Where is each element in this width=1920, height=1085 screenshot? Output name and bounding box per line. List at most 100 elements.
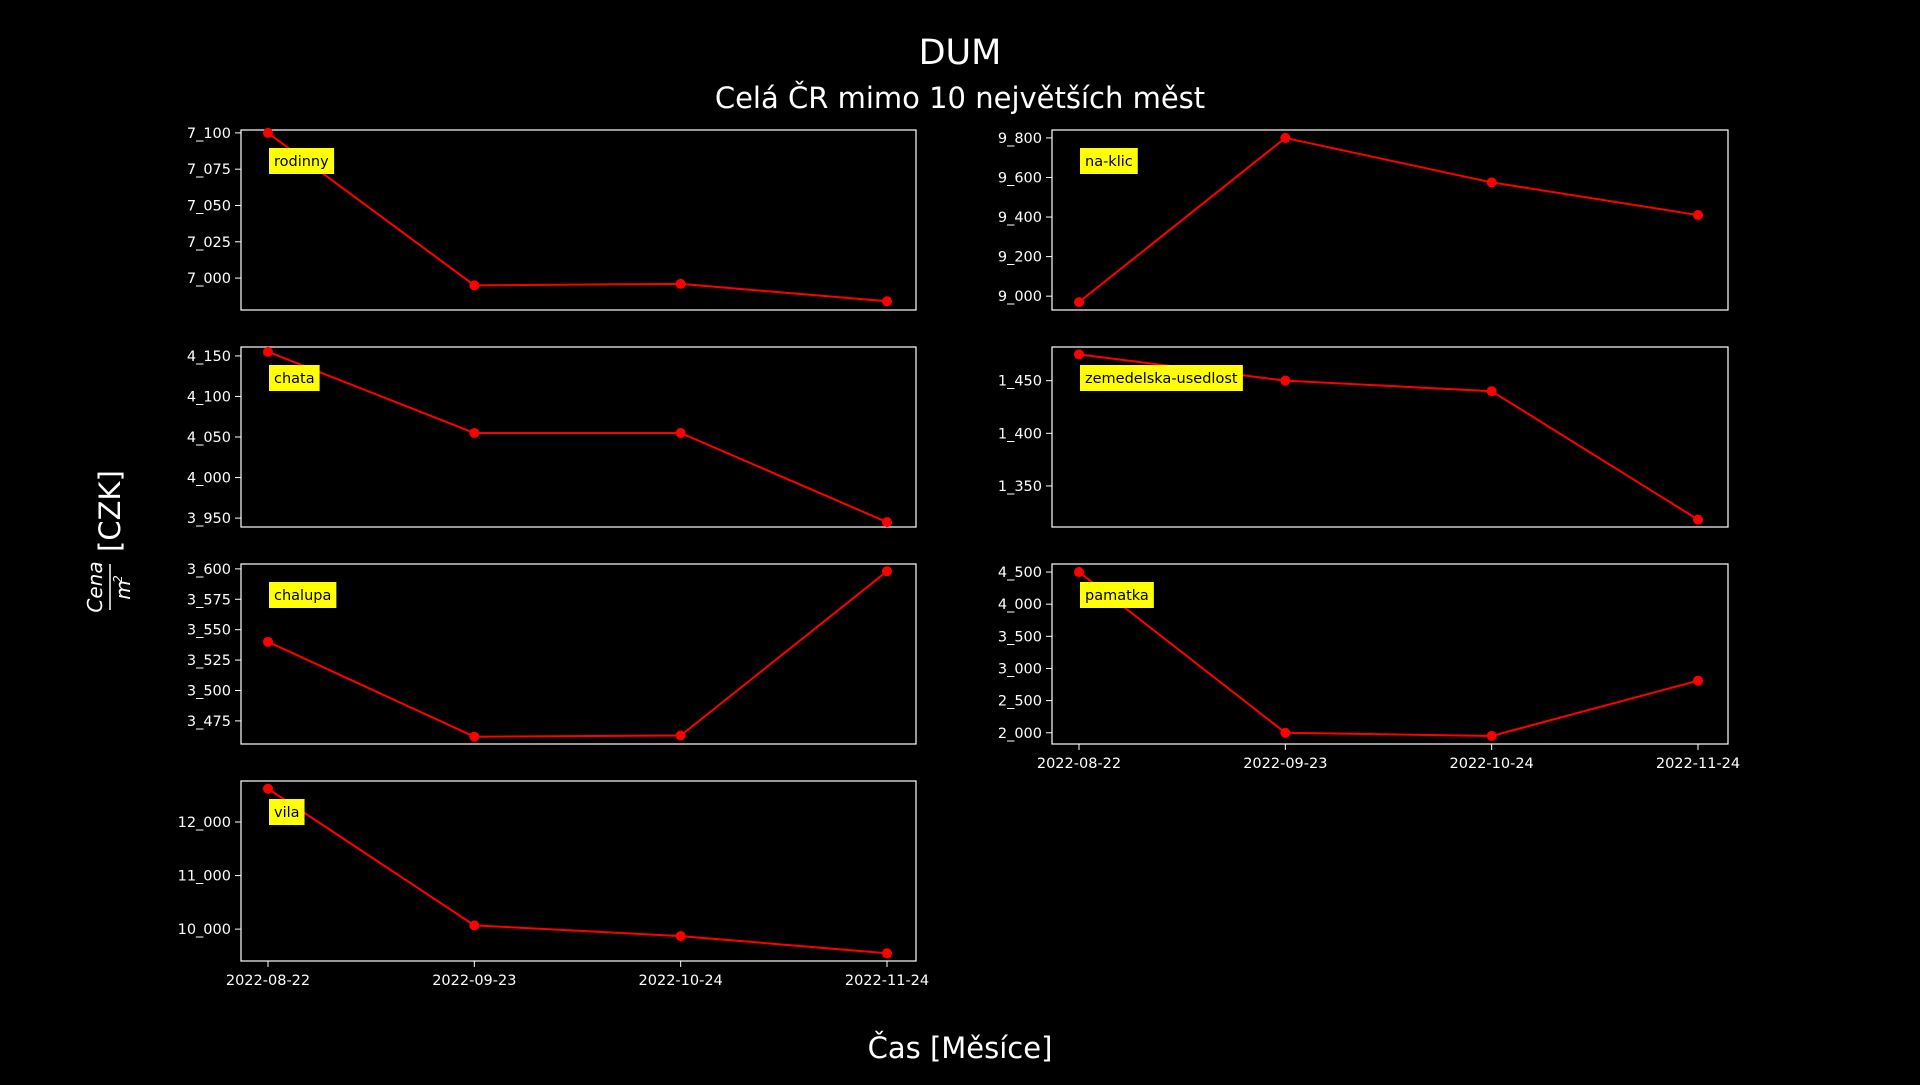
data-point bbox=[263, 127, 273, 138]
data-point bbox=[1280, 727, 1291, 738]
panel-label-text: zemedelska-usedlost bbox=[1085, 371, 1238, 387]
data-point bbox=[1693, 514, 1703, 525]
x-tick-label: 2022-09-23 bbox=[1243, 756, 1327, 772]
y-axis-label: Cena m 2 [CZK] bbox=[83, 470, 135, 612]
y-tick-label: 7_050 bbox=[187, 198, 231, 214]
x-tick-label: 2022-11-24 bbox=[845, 973, 929, 989]
series-line bbox=[267, 350, 888, 524]
x-tick-label: 2022-09-23 bbox=[432, 973, 516, 989]
y-tick-label: 9_000 bbox=[998, 289, 1042, 305]
y-tick-label: 9_600 bbox=[998, 170, 1042, 186]
y-axis-label-exponent: 2 bbox=[111, 575, 125, 583]
data-point bbox=[1280, 132, 1291, 143]
data-point bbox=[882, 296, 892, 307]
data-point bbox=[263, 783, 273, 794]
data-point bbox=[882, 517, 892, 528]
data-point bbox=[1074, 297, 1084, 308]
y-tick-label: 4_000 bbox=[998, 597, 1042, 613]
axes-frame bbox=[1051, 129, 1729, 311]
y-tick-label: 3_550 bbox=[187, 623, 231, 639]
subplot-na-klic: 9_000 9_200 9_400 9_600 9_800 na-klic bbox=[998, 129, 1729, 311]
y-tick-label: 3_600 bbox=[187, 562, 231, 578]
data-point bbox=[882, 948, 892, 959]
panel-label-box bbox=[269, 365, 320, 391]
data-point bbox=[675, 278, 686, 289]
y-tick-label: 7_025 bbox=[187, 235, 231, 251]
chart-title: DUM bbox=[919, 33, 1002, 73]
data-point bbox=[1074, 349, 1084, 360]
y-tick-label: 3_500 bbox=[187, 683, 231, 699]
x-tick-label: 2022-11-24 bbox=[1656, 756, 1740, 772]
y-tick-label: 3_475 bbox=[187, 714, 231, 730]
subplot-zemedelska-usedlost: 1_350 1_400 1_450 zemedelska-usedlost bbox=[998, 346, 1729, 528]
data-point bbox=[1486, 386, 1497, 397]
y-tick-label: 9_400 bbox=[998, 210, 1042, 226]
data-point bbox=[1074, 567, 1084, 578]
panel-label-text: rodinny bbox=[274, 154, 329, 170]
subplot-pamatka: 2_000 2_500 3_000 3_500 4_000 4_500 2022-08-22… bbox=[998, 563, 1740, 772]
y-tick-label: 3_000 bbox=[998, 661, 1042, 677]
data-point bbox=[263, 636, 273, 647]
y-tick-label: 4_500 bbox=[998, 565, 1042, 581]
y-tick-label: 3_950 bbox=[187, 511, 231, 527]
y-tick-label: 1_350 bbox=[998, 479, 1042, 495]
panel-label-text: na-klic bbox=[1085, 154, 1133, 170]
panel-label-box bbox=[1080, 582, 1154, 608]
y-tick-label: 7_100 bbox=[187, 126, 231, 142]
series-line bbox=[267, 132, 888, 303]
panel-label-box bbox=[269, 582, 337, 608]
panel-label-text: chata bbox=[274, 371, 315, 387]
y-tick-label: 7_075 bbox=[187, 162, 231, 178]
y-tick-label: 3_575 bbox=[187, 592, 231, 608]
panel-label-box bbox=[269, 148, 335, 174]
data-point bbox=[469, 731, 480, 742]
series-line bbox=[1078, 136, 1699, 303]
data-point bbox=[1486, 177, 1497, 188]
x-axis-label: Čas [Měsíce] bbox=[868, 1031, 1053, 1065]
y-tick-label: 3_525 bbox=[187, 653, 231, 669]
x-tick-label: 2022-10-24 bbox=[1450, 756, 1534, 772]
panel-label-text: chalupa bbox=[274, 588, 331, 604]
chart-subtitle: Celá ČR mimo 10 největších měst bbox=[715, 81, 1205, 115]
y-axis-label-denominator: m bbox=[111, 580, 135, 599]
y-tick-label: 9_800 bbox=[998, 131, 1042, 147]
data-point bbox=[469, 920, 480, 931]
axes-frame bbox=[240, 129, 917, 311]
panel-label-box bbox=[1080, 148, 1138, 174]
y-tick-label: 2_500 bbox=[998, 694, 1042, 710]
panel-label-text: pamatka bbox=[1085, 588, 1149, 604]
y-tick-label: 4_150 bbox=[187, 349, 231, 365]
y-tick-label: 7_000 bbox=[187, 271, 231, 287]
data-point bbox=[882, 566, 892, 577]
axes-frame bbox=[1051, 346, 1729, 528]
data-point bbox=[675, 931, 686, 942]
data-point bbox=[1693, 675, 1703, 686]
y-tick-label: 4_100 bbox=[187, 389, 231, 405]
y-tick-label: 12_000 bbox=[178, 815, 231, 831]
data-point bbox=[1486, 730, 1497, 741]
axes-frame bbox=[240, 563, 917, 745]
data-point bbox=[469, 280, 480, 291]
y-tick-label: 1_400 bbox=[998, 426, 1042, 442]
y-tick-label: 4_000 bbox=[187, 471, 231, 487]
data-point bbox=[675, 427, 686, 438]
y-tick-label: 9_200 bbox=[998, 250, 1042, 266]
series-line bbox=[267, 787, 888, 955]
series-line bbox=[1078, 571, 1699, 737]
data-point bbox=[263, 346, 273, 357]
subplot-vila: 10_000 11_000 12_000 2022-08-22 2022-09-23 20… bbox=[178, 780, 929, 989]
data-point bbox=[469, 427, 480, 438]
panel-label-box bbox=[1080, 365, 1243, 391]
y-tick-label: 10_000 bbox=[178, 922, 231, 938]
x-tick-label: 2022-10-24 bbox=[639, 973, 723, 989]
x-tick-label: 2022-08-22 bbox=[226, 973, 310, 989]
data-point bbox=[1693, 210, 1703, 221]
x-tick-label: 2022-08-22 bbox=[1037, 756, 1121, 772]
